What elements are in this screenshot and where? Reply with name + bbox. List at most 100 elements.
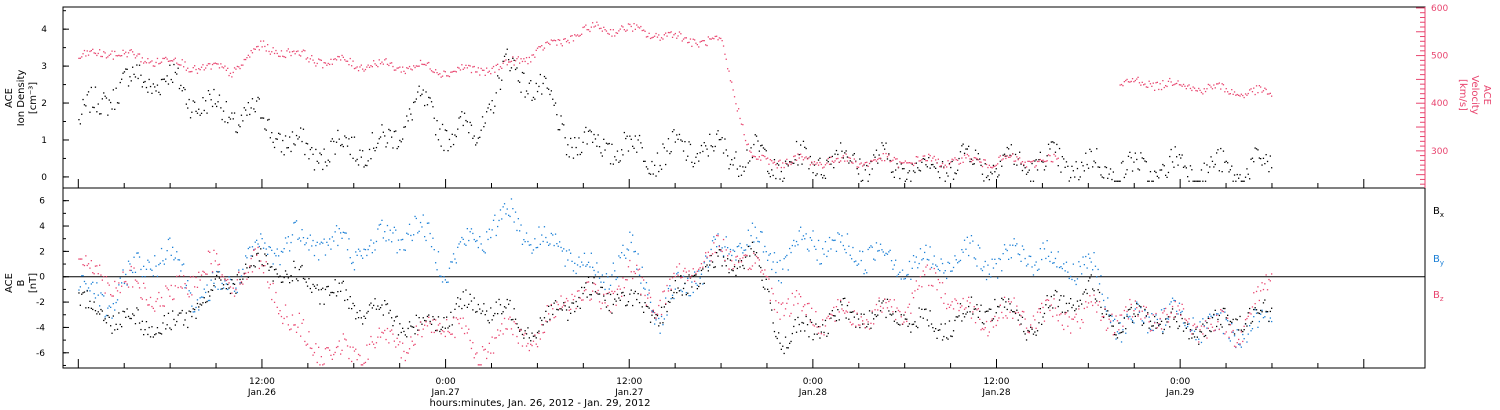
by-point	[1115, 338, 1117, 340]
velocity-point	[1246, 94, 1248, 96]
by-point	[158, 264, 160, 266]
ion-density-point	[1195, 180, 1197, 182]
bz-point	[494, 337, 496, 339]
by-point	[687, 277, 689, 279]
ion-density-point	[523, 72, 525, 74]
bx-point	[670, 289, 672, 291]
ion-density-point	[959, 151, 962, 153]
velocity-point	[963, 154, 966, 156]
ion-density-point	[801, 163, 803, 165]
by-point	[1233, 335, 1236, 337]
by-point	[1264, 316, 1266, 318]
by-point	[261, 238, 263, 240]
by-point	[1046, 240, 1048, 242]
bz-point	[972, 311, 974, 313]
bz-point	[96, 265, 98, 267]
by-point	[1149, 328, 1152, 330]
ion-density-point	[334, 153, 336, 155]
velocity-point	[340, 59, 342, 61]
by-point	[623, 254, 625, 256]
bx-point	[370, 302, 372, 304]
bz-point	[468, 328, 470, 330]
bz-point	[297, 326, 299, 328]
bz-point	[1210, 323, 1212, 325]
velocity-point	[396, 67, 398, 69]
bz-point	[1253, 292, 1255, 294]
ion-density-point	[1169, 155, 1171, 158]
ion-density-point	[284, 135, 287, 137]
by-point	[104, 316, 106, 318]
by-point	[152, 275, 154, 277]
ion-density-point	[338, 138, 340, 140]
bz-point	[1209, 317, 1211, 320]
ion-density-point	[396, 147, 398, 150]
velocity-point	[997, 163, 999, 165]
by-point	[758, 241, 760, 243]
ion-density-point	[1255, 148, 1258, 150]
velocity-point	[311, 55, 313, 57]
by-point	[853, 261, 855, 263]
bz-point	[912, 297, 915, 299]
bx-point	[96, 313, 98, 315]
bz-point	[516, 335, 518, 338]
velocity-point	[290, 54, 292, 57]
bz-point	[1246, 317, 1248, 320]
by-point	[941, 262, 944, 265]
by-point	[778, 280, 780, 282]
by-point	[1224, 311, 1226, 313]
velocity-point	[513, 64, 515, 66]
by-point	[275, 255, 277, 257]
bz-point	[914, 290, 916, 292]
velocity-point	[776, 167, 778, 169]
bx-point	[636, 298, 638, 301]
ion-density-point	[1178, 154, 1181, 156]
velocity-point	[695, 42, 697, 44]
bz-point	[1198, 341, 1200, 343]
ion-density-point	[1176, 156, 1178, 158]
bx-point	[820, 331, 822, 333]
bx-point	[994, 298, 996, 301]
bz-point	[736, 255, 738, 257]
bz-point	[586, 281, 588, 283]
by-point	[194, 311, 196, 313]
by-point	[944, 270, 946, 272]
bx-point	[510, 319, 513, 321]
bz-point	[391, 329, 393, 331]
by-point	[294, 221, 296, 223]
bx-point	[82, 292, 84, 294]
bz-point	[1137, 315, 1139, 317]
ion-density-point	[1204, 180, 1207, 182]
ion-density-point	[615, 159, 617, 161]
bottom-ylabel: ACE B [nT]	[4, 273, 39, 293]
bz-point	[422, 328, 424, 330]
bx-point	[395, 316, 397, 318]
bx-point	[952, 330, 955, 332]
bx-point	[203, 297, 205, 299]
ion-density-point	[622, 154, 624, 156]
ion-density-point	[744, 166, 747, 168]
by-point	[488, 228, 490, 230]
velocity-point	[809, 164, 811, 166]
bz-point	[784, 308, 787, 310]
by-point	[159, 262, 161, 264]
velocity-point	[648, 32, 650, 34]
ion-density-point	[430, 101, 433, 103]
bz-point	[316, 361, 318, 364]
ion-density-point	[505, 53, 507, 55]
bx-point	[1170, 311, 1172, 313]
ion-density-point	[1107, 177, 1109, 179]
bx-point	[565, 309, 568, 311]
ion-density-point	[125, 68, 127, 70]
bz-point	[601, 302, 603, 304]
by-point	[115, 301, 117, 304]
bz-point	[662, 291, 664, 293]
by-point	[370, 239, 372, 241]
ion-density-point	[373, 147, 375, 149]
bz-point	[721, 250, 723, 253]
bz-point	[410, 336, 412, 338]
ion-density-point	[114, 108, 116, 110]
ion-density-point	[291, 131, 294, 133]
ion-density-point	[862, 179, 864, 182]
bz-point	[786, 302, 788, 304]
by-point	[775, 271, 777, 274]
